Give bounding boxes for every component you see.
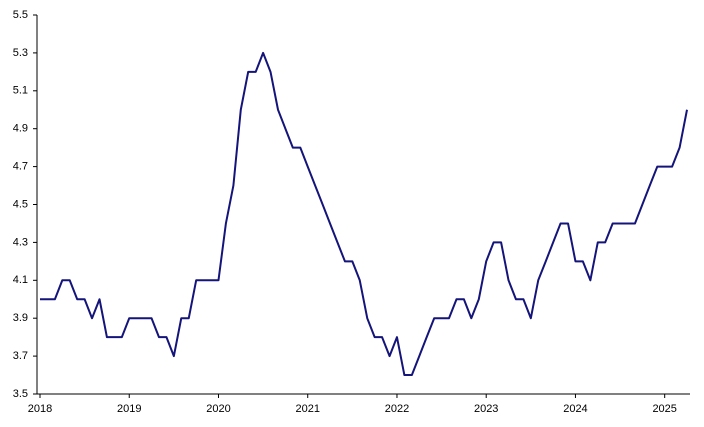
y-tick-label: 5.5 xyxy=(13,9,28,21)
y-tick-label: 3.9 xyxy=(13,312,28,324)
y-tick-label: 3.5 xyxy=(13,388,28,400)
y-tick-label: 4.1 xyxy=(13,274,28,286)
x-tick-label: 2025 xyxy=(652,403,676,415)
y-tick-label: 4.3 xyxy=(13,236,28,248)
x-tick-label: 2018 xyxy=(28,403,52,415)
y-tick-label: 5.1 xyxy=(13,85,28,97)
y-tick-label: 4.5 xyxy=(13,198,28,210)
y-tick-label: 4.7 xyxy=(13,161,28,173)
y-tick-label: 4.9 xyxy=(13,123,28,135)
y-tick-label: 5.3 xyxy=(13,47,28,59)
x-tick-label: 2022 xyxy=(385,403,409,415)
line-series xyxy=(40,51,688,377)
x-tick-label: 2024 xyxy=(563,403,587,415)
x-tick-label: 2021 xyxy=(295,403,319,415)
x-tick-label: 2023 xyxy=(474,403,498,415)
y-tick-label: 3.7 xyxy=(13,350,28,362)
x-tick-label: 2020 xyxy=(206,403,230,415)
x-tick-label: 2019 xyxy=(117,403,141,415)
